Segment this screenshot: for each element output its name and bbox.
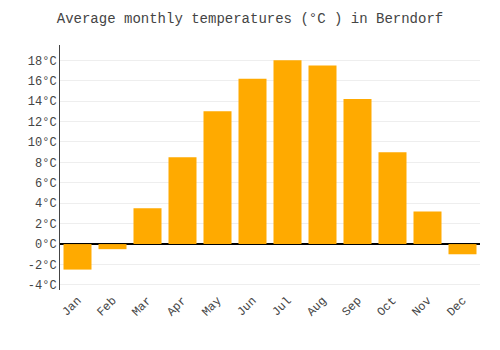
svg-text:Dec: Dec <box>444 294 469 319</box>
svg-text:Mar: Mar <box>129 294 154 319</box>
svg-text:4°C: 4°C <box>35 197 57 211</box>
svg-text:Jul: Jul <box>269 294 294 319</box>
svg-text:12°C: 12°C <box>28 116 57 130</box>
svg-text:Jan: Jan <box>59 294 84 319</box>
svg-text:Average monthly temperatures (: Average monthly temperatures (°C ) in Be… <box>57 11 443 27</box>
svg-text:Feb: Feb <box>94 294 119 319</box>
svg-text:Oct: Oct <box>374 294 399 319</box>
svg-text:16°C: 16°C <box>28 75 57 89</box>
svg-text:-4°C: -4°C <box>28 279 57 293</box>
svg-text:8°C: 8°C <box>35 157 57 171</box>
svg-text:Sep: Sep <box>339 294 364 319</box>
svg-text:18°C: 18°C <box>28 55 57 69</box>
svg-text:0°C: 0°C <box>35 238 57 252</box>
svg-text:2°C: 2°C <box>35 218 57 232</box>
svg-text:May: May <box>199 294 224 319</box>
svg-text:Apr: Apr <box>164 294 189 319</box>
svg-text:Nov: Nov <box>409 294 434 319</box>
svg-text:14°C: 14°C <box>28 95 57 109</box>
svg-text:6°C: 6°C <box>35 177 57 191</box>
svg-text:Jun: Jun <box>234 294 259 319</box>
svg-text:10°C: 10°C <box>28 136 57 150</box>
svg-text:-2°C: -2°C <box>28 259 57 273</box>
svg-text:Aug: Aug <box>304 294 329 319</box>
